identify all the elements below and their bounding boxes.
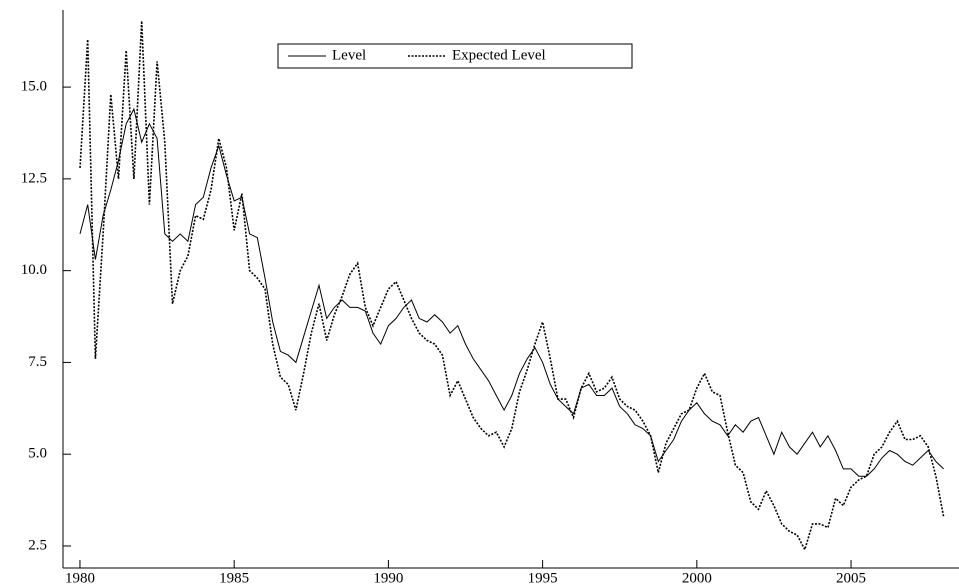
line-series (79, 20, 945, 552)
x-tick-label: 1980 (65, 570, 95, 586)
x-tick-label: 1985 (219, 570, 249, 586)
legend-label: Level (332, 47, 366, 63)
x-tick-label: 2005 (836, 570, 866, 586)
y-tick-label: 15.0 (21, 79, 47, 95)
legend-box (277, 43, 633, 69)
line-series (79, 107, 944, 477)
legend-label: Expected Level (452, 47, 546, 63)
y-tick-label: 7.5 (28, 354, 47, 370)
x-tick-label: 2000 (682, 570, 712, 586)
x-tick-label: 1990 (373, 570, 403, 586)
y-tick-label: 2.5 (28, 537, 47, 553)
y-tick-label: 12.5 (21, 170, 47, 186)
y-tick-label: 5.0 (28, 446, 47, 462)
x-tick-label: 1995 (528, 570, 558, 586)
y-tick-label: 10.0 (21, 262, 47, 278)
